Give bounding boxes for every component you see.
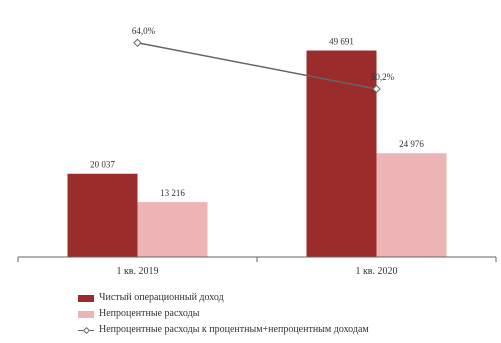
legend-label: Непроцентные расходы к процентным+непроц… — [99, 324, 369, 335]
line-layer — [133, 38, 381, 94]
line-value-label: 64,0% — [132, 26, 156, 36]
legend-line-marker — [78, 327, 94, 334]
legend-swatch — [78, 310, 94, 318]
line-point — [133, 38, 142, 48]
legend: Чистый операционный доход Непроцентные ра… — [78, 290, 369, 338]
bar-value-label: 13 216 — [160, 188, 185, 198]
labels-layer: 20 037 13 216 49 691 24 976 64,0% 50,2% — [90, 26, 424, 198]
bar — [137, 202, 208, 257]
category-label: 1 кв. 2020 — [355, 266, 397, 277]
legend-item: Непроцентные расходы к процентным+непроц… — [78, 322, 369, 338]
category-label: 1 кв. 2019 — [116, 266, 158, 277]
bar — [376, 153, 447, 257]
line-point — [372, 84, 381, 94]
line-value-label: 50,2% — [371, 72, 395, 82]
legend-swatch — [78, 294, 94, 302]
legend-item: Чистый операционный доход — [78, 290, 369, 306]
legend-item: Непроцентные расходы — [78, 306, 369, 322]
bar-value-label: 24 976 — [399, 139, 424, 149]
legend-label: Чистый операционный доход — [99, 292, 224, 303]
ticks-layer: 1 кв. 2019 1 кв. 2020 — [17, 257, 497, 277]
bars-layer — [67, 50, 447, 257]
bar-value-label: 49 691 — [329, 37, 354, 47]
bar-value-label: 20 037 — [90, 160, 115, 170]
legend-label: Непроцентные расходы — [99, 308, 200, 319]
bar — [306, 50, 377, 257]
bar — [67, 173, 138, 257]
line-series — [137, 42, 377, 90]
